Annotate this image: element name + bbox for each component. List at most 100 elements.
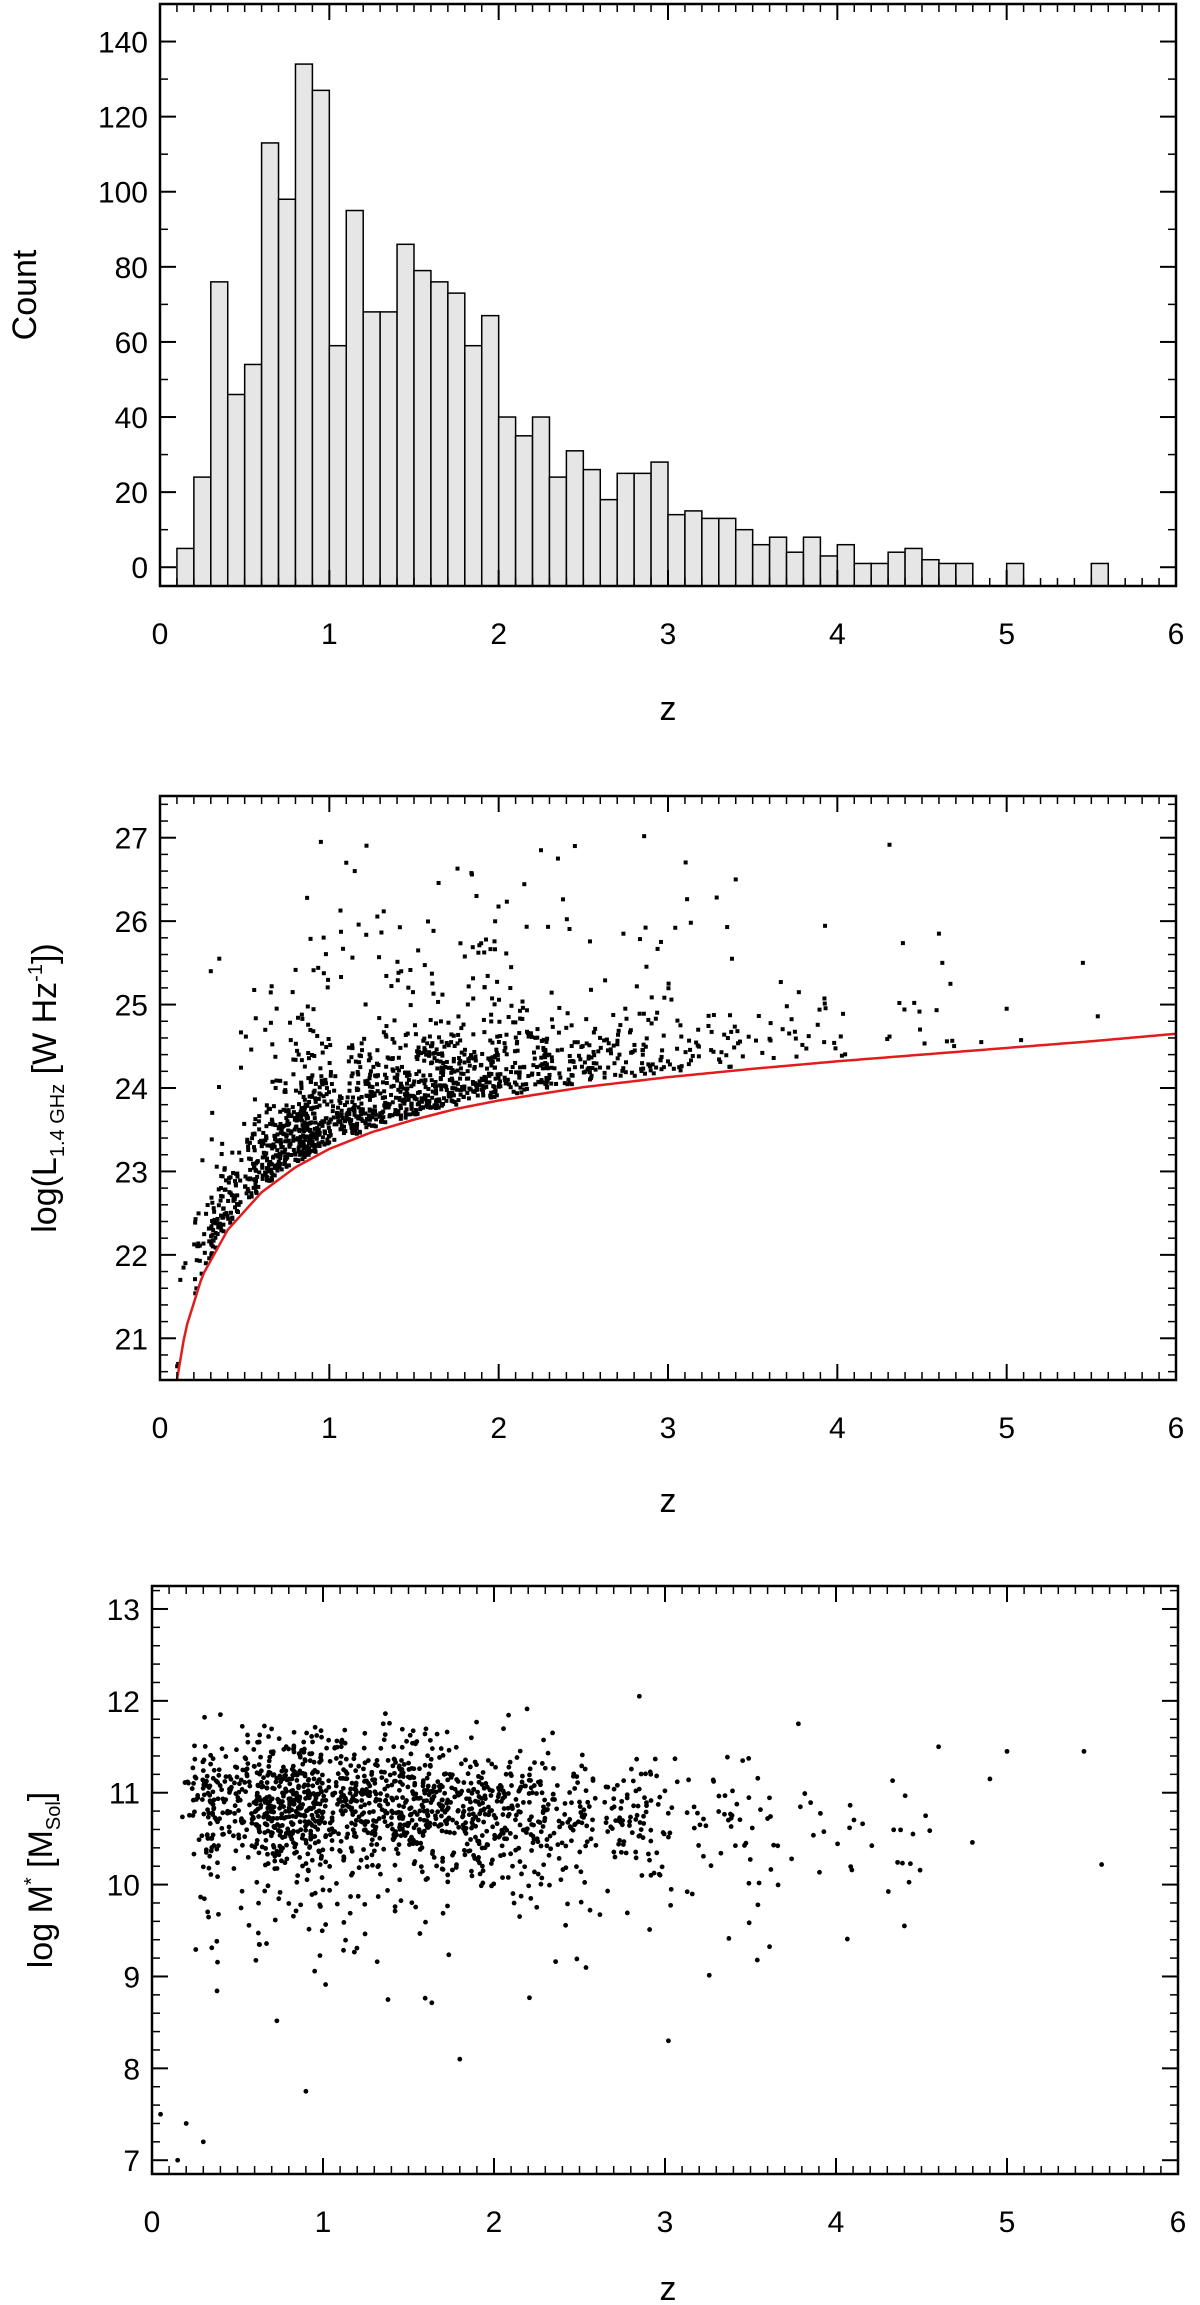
stellar-mass-point [417, 1847, 423, 1852]
luminosity-y-axis-label: log(L1.4 GHz [W Hz-1]) [25, 943, 69, 1233]
luminosity-point [496, 1057, 501, 1062]
stellar-mass-point [318, 1728, 324, 1734]
stellar-mass-point [656, 1871, 662, 1877]
stellar-mass-point [449, 1867, 455, 1873]
stellar-mass-point [574, 1864, 579, 1870]
stellar-mass-point [528, 1895, 534, 1901]
luminosity-point [409, 1106, 414, 1111]
luminosity-point [204, 1211, 209, 1216]
stellar-mass-point [405, 1784, 411, 1790]
luminosity-point [298, 1109, 303, 1114]
luminosity-point [430, 1095, 435, 1100]
luminosity-point [412, 1023, 417, 1028]
stellar-mass-point [317, 1862, 323, 1868]
stellar-mass-point [927, 1828, 933, 1834]
luminosity-point [273, 1153, 278, 1158]
luminosity-point [502, 1075, 507, 1080]
stellar-mass-point [218, 1712, 223, 1718]
stellar-mass-point [654, 1850, 660, 1856]
stellar-mass-point [454, 1777, 460, 1782]
stellar-mass-point [590, 1778, 596, 1783]
luminosity-point [427, 1034, 432, 1039]
stellar-mass-point [726, 1936, 732, 1941]
luminosity-point [488, 1038, 493, 1043]
stellar-mass-point [480, 1770, 486, 1775]
luminosity-point [321, 1094, 326, 1099]
luminosity-point [367, 1052, 372, 1057]
luminosity-point [356, 1072, 361, 1077]
stellar-mass-point [467, 1764, 473, 1770]
luminosity-point [518, 1065, 523, 1070]
luminosity-point [209, 1195, 214, 1200]
stellar-mass-point [419, 1869, 425, 1875]
luminosity-point [669, 997, 674, 1002]
luminosity-point [274, 1166, 279, 1171]
luminosity-y-label-sub: 1.4 GHz [47, 1084, 69, 1157]
stellar-mass-point [351, 1949, 357, 1955]
luminosity-point [493, 1053, 498, 1058]
luminosity-point [218, 1198, 223, 1203]
luminosity-point [450, 1090, 455, 1095]
stellar-mass-point [256, 1850, 262, 1856]
luminosity-point [210, 1219, 215, 1224]
stellar-mass-point [205, 1814, 211, 1820]
luminosity-point [320, 1139, 325, 1144]
stellar-mass-point [395, 1851, 401, 1856]
luminosity-point [498, 1033, 503, 1038]
luminosity-point [729, 1029, 734, 1034]
luminosity-point [375, 1073, 380, 1078]
luminosity-point [327, 1061, 332, 1066]
stellar-mass-point [353, 1834, 359, 1840]
luminosity-point [502, 1048, 507, 1053]
luminosity-point [260, 1165, 265, 1170]
luminosity-point [317, 1144, 322, 1149]
stellar-mass-point [277, 1805, 283, 1811]
luminosity-point [514, 1070, 519, 1075]
stellar-mass-point [242, 1755, 248, 1761]
luminosity-point [315, 1105, 320, 1110]
luminosity-point [269, 1176, 274, 1181]
histogram-bar [599, 498, 618, 587]
stellar-mass-point [539, 1790, 545, 1796]
stellar-mass-point [369, 1842, 374, 1848]
luminosity-point [299, 1012, 304, 1017]
stellar-mass-point [323, 1834, 328, 1840]
luminosity-x-tick-label: 5 [998, 1412, 1015, 1445]
luminosity-point [297, 1111, 302, 1116]
luminosity-point [306, 1022, 311, 1027]
stellar-mass-point [288, 1796, 293, 1802]
luminosity-point [644, 964, 649, 969]
stellar-mass-point [465, 1771, 471, 1777]
luminosity-point [405, 1081, 410, 1086]
stellar-mass-point [907, 1861, 913, 1867]
stellar-mass-point [527, 1817, 532, 1823]
luminosity-point [307, 1100, 312, 1105]
luminosity-point [439, 1070, 444, 1075]
luminosity-point [446, 1043, 451, 1048]
luminosity-point [359, 1094, 364, 1099]
stellar-mass-point [333, 1783, 339, 1789]
stellar-mass-point [201, 1792, 207, 1798]
luminosity-point [255, 1159, 260, 1164]
luminosity-point [289, 1129, 294, 1134]
stellar-mass-point [326, 1737, 332, 1743]
luminosity-point [489, 1019, 494, 1024]
luminosity-point [291, 1147, 296, 1152]
luminosity-point [253, 1168, 258, 1173]
stellar-mass-point [227, 1810, 232, 1815]
luminosity-point [320, 1123, 325, 1128]
stellar-mass-point [617, 1838, 623, 1843]
luminosity-point [205, 1203, 210, 1208]
luminosity-point [520, 999, 525, 1004]
luminosity-point [458, 1092, 463, 1097]
luminosity-point [579, 1044, 584, 1049]
stellar-mass-point [775, 1882, 781, 1888]
stellar-mass-point [730, 1788, 735, 1794]
luminosity-point [356, 1096, 361, 1101]
stellar-mass-point [302, 1757, 308, 1763]
stellar-mass-point [294, 1879, 300, 1885]
luminosity-point [402, 1092, 407, 1097]
stellar-mass-point [208, 1761, 214, 1767]
luminosity-point [407, 1093, 412, 1098]
stellar-mass-point [400, 1770, 406, 1776]
